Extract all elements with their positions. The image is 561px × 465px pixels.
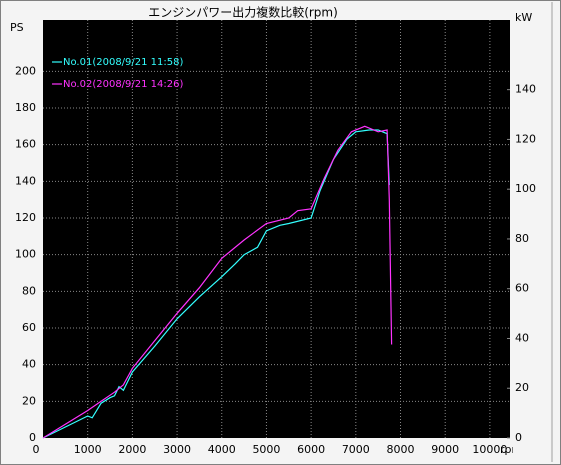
y-tick-label: 100 — [15, 248, 36, 261]
x-tick-label: 2000 — [118, 443, 146, 456]
y2-tick-label: 60 — [515, 282, 529, 295]
y-tick-label: 60 — [22, 321, 36, 334]
series-line — [42, 129, 390, 439]
y2-tick-label: 80 — [515, 232, 529, 245]
y2-tick-label: 100 — [515, 182, 536, 195]
x-tick-label: 1000 — [74, 443, 102, 456]
y2-tick-label: 20 — [515, 381, 529, 394]
y2-tick-label: 40 — [515, 331, 529, 344]
y-tick-label: 0 — [29, 431, 36, 444]
chart-title: エンジンパワー出力複数比較(rpm) — [148, 5, 338, 20]
y2-tick-label: 0 — [515, 431, 522, 444]
plot-area — [43, 20, 510, 438]
y-axis-title: PS — [10, 21, 24, 34]
y2-tick-label: 140 — [515, 83, 536, 96]
x-tick-label: 5000 — [252, 443, 280, 456]
y-tick-label: 200 — [15, 64, 36, 77]
y-tick-label: 160 — [15, 138, 36, 151]
y-tick-label: 140 — [15, 174, 36, 187]
x-tick-label: 6000 — [297, 443, 325, 456]
x-tick-label: 3000 — [163, 443, 191, 456]
series-line — [42, 125, 393, 439]
legend-label: No.02(2008/9/21 14:26) — [63, 79, 183, 90]
x-tick-label: 8000 — [387, 443, 415, 456]
x-tick-label: 4000 — [208, 443, 236, 456]
y-tick-label: 80 — [22, 284, 36, 297]
y2-axis-title: kW — [515, 11, 532, 24]
y-tick-label: 20 — [22, 394, 36, 407]
x-tick-label: 10000 — [472, 443, 507, 456]
y-tick-label: 180 — [15, 101, 36, 114]
y2-tick-label: 120 — [515, 132, 536, 145]
x-tick-label: 9000 — [431, 443, 459, 456]
x-tick-label: 7000 — [342, 443, 370, 456]
x-tick-label: 0 — [33, 443, 40, 456]
y-tick-label: 120 — [15, 211, 36, 224]
legend-label: No.01(2008/9/21 11:58) — [63, 57, 183, 68]
x-axis-title: rpm — [500, 443, 522, 456]
y-tick-label: 40 — [22, 358, 36, 371]
